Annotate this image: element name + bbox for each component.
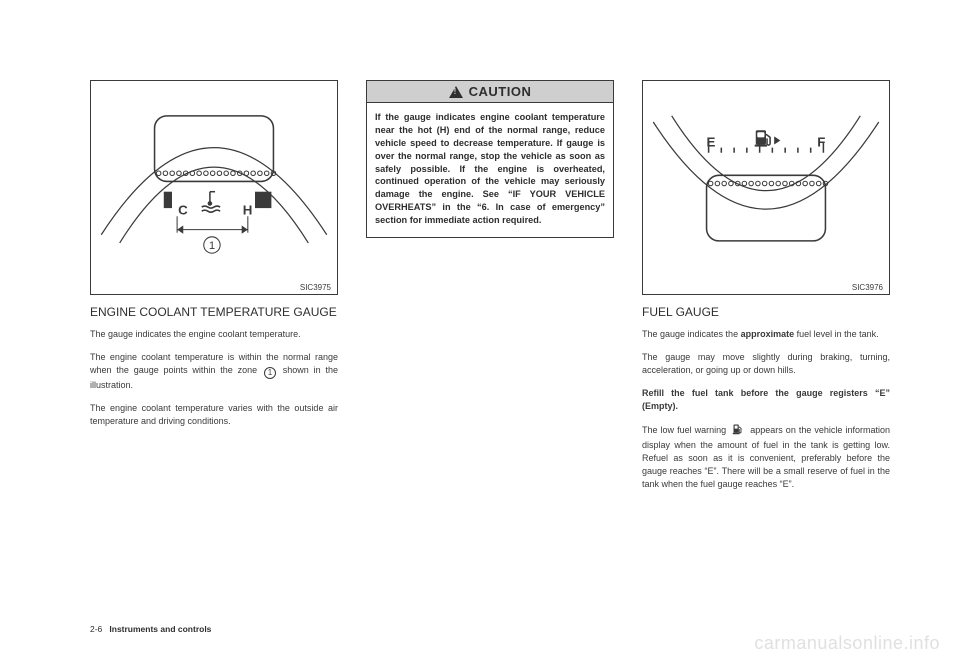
fuel-p1-post: fuel level in the tank. [794,329,879,339]
coolant-p1: The gauge indicates the engine coolant t… [90,328,338,341]
coolant-p2: The engine coolant temperature is within… [90,351,338,392]
section-title: Instruments and controls [109,624,211,634]
caution-title: CAUTION [469,84,532,99]
coolant-p3: The engine coolant temperature varies wi… [90,402,338,428]
fuel-p2: The gauge may move slightly during braki… [642,351,890,377]
fuel-p4: The low fuel warning appears on the vehi… [642,423,890,491]
columns: C H 1 SIC3975 ENGINE COOLANT TEMPERATURE… [90,80,890,501]
column-right: E F SIC3976 FUEL [642,80,890,501]
svg-text:E: E [707,135,716,150]
circled-one-icon: 1 [264,367,276,379]
coolant-gauge-figure: C H 1 SIC3975 [90,80,338,295]
fuel-pump-icon [732,423,744,439]
fuel-p3: Refill the fuel tank before the gauge re… [642,387,890,413]
fuel-p1: The gauge indicates the approximate fuel… [642,328,890,341]
coolant-heading: ENGINE COOLANT TEMPERATURE GAUGE [90,305,338,320]
page-footer: 2-6 Instruments and controls [90,624,211,634]
fuel-p4-pre: The low fuel warning [642,425,729,435]
fuel-p1-pre: The gauge indicates the [642,329,741,339]
caution-body: If the gauge indicates engine coolant te… [367,103,613,237]
caution-box: CAUTION If the gauge indicates engine co… [366,80,614,238]
column-center: CAUTION If the gauge indicates engine co… [366,80,614,501]
fuel-gauge-svg: E F [643,81,889,276]
figure-id-right: SIC3976 [643,281,889,294]
svg-text:H: H [243,202,253,217]
page: C H 1 SIC3975 ENGINE COOLANT TEMPERATURE… [0,0,960,664]
warning-triangle-icon [449,86,463,98]
fuel-p1-bold: approximate [741,329,795,339]
figure-id-left: SIC3975 [91,281,337,294]
svg-text:1: 1 [209,240,215,252]
fuel-heading: FUEL GAUGE [642,305,890,320]
svg-text:C: C [178,202,188,217]
page-number: 2-6 [90,624,102,634]
caution-header: CAUTION [367,81,613,103]
coolant-gauge-svg: C H 1 [91,81,337,276]
column-left: C H 1 SIC3975 ENGINE COOLANT TEMPERATURE… [90,80,338,501]
fuel-gauge-figure: E F SIC3976 [642,80,890,295]
svg-text:F: F [817,135,825,150]
